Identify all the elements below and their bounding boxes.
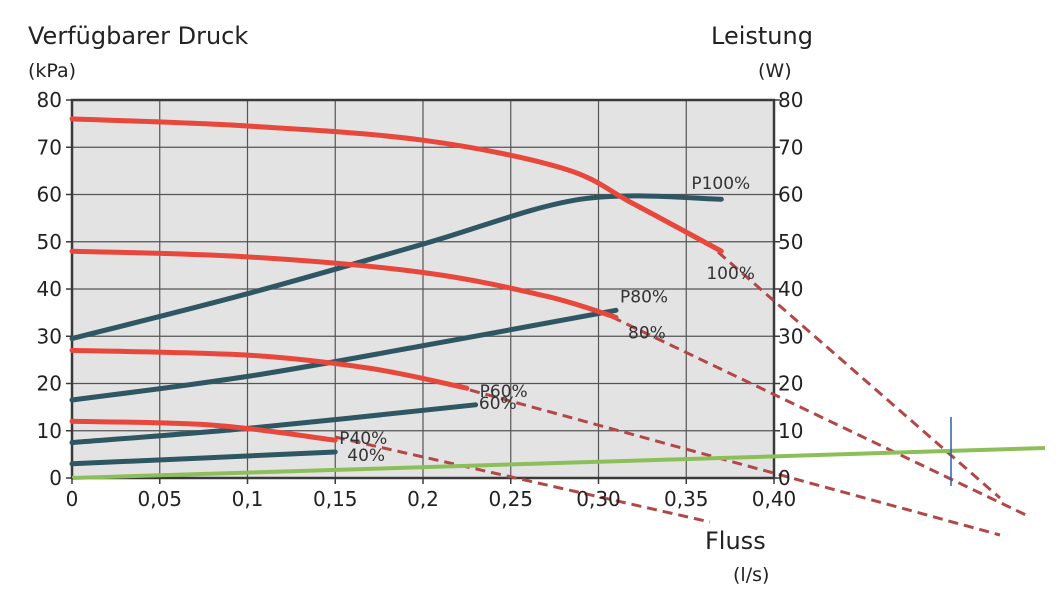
pressure-curve [69, 248, 619, 320]
series-label: P40% [339, 429, 387, 449]
system-curve-line [71, 446, 1046, 480]
y2-tick-label: 20 [778, 372, 803, 396]
series-label: 40% [347, 446, 385, 466]
x-tick-label: 0,2 [407, 487, 439, 511]
y-tick-label: 80 [37, 88, 62, 112]
series-labels: P100% P80% P60% P40% 100% 80% 60% 40% [339, 174, 755, 466]
y-tick-label: 50 [37, 230, 62, 254]
x-axis-title: Fluss [705, 527, 766, 555]
x-tick-label: 0 [66, 487, 79, 511]
curves [69, 116, 724, 467]
y2-tick-label: 50 [778, 230, 803, 254]
dashed-line-100 [717, 250, 1001, 500]
series-label: P80% [620, 287, 668, 307]
dashed-line-40 [334, 435, 711, 524]
y-tick-label: 10 [37, 419, 62, 443]
y2-tick-label: 60 [778, 183, 803, 207]
x-tick-label: 0,15 [313, 487, 358, 511]
pressure-curve [69, 347, 470, 391]
y-axis-unit: (kPa) [28, 60, 76, 82]
x-tick-label: 0,40 [752, 487, 797, 511]
x-axis-unit: (l/s) [733, 564, 769, 586]
y-tick-label: 30 [37, 324, 62, 348]
power-curve [69, 449, 338, 467]
series-label: P60% [480, 382, 528, 402]
x-tick-label: 0,25 [488, 487, 533, 511]
y-tick-label: 70 [37, 135, 62, 159]
pressure-curve [69, 418, 338, 443]
y-tick-label: 20 [37, 372, 62, 396]
y-tick-label: 60 [37, 183, 62, 207]
operating-point-dashed-lines [334, 250, 1027, 537]
series-label: P100% [691, 174, 750, 194]
y-tick-label: 40 [37, 277, 62, 301]
pressure-curve [69, 116, 724, 254]
series-label: 100% [706, 264, 755, 284]
y2-tick-label: 40 [778, 277, 803, 301]
y2-tick-label: 70 [778, 135, 803, 159]
y2-tick-label: 0 [778, 466, 791, 490]
y-tick-label: 0 [49, 466, 62, 490]
series-label: 60% [479, 394, 517, 414]
y-axis-title: Verfügbarer Druck [28, 22, 248, 50]
dashed-line-60 [469, 388, 1001, 537]
power-curve [69, 307, 619, 403]
x-tick-label: 0,30 [576, 487, 621, 511]
y2-axis-unit: (W) [758, 60, 792, 82]
x-tick-label: 0,1 [232, 487, 264, 511]
x-tick-label: 0,35 [664, 487, 709, 511]
dashed-line-80 [611, 315, 1027, 517]
y2-tick-label: 10 [778, 419, 803, 443]
y2-tick-label: 30 [778, 324, 803, 348]
y2-axis-title: Leistung [711, 22, 813, 50]
series-label: 80% [628, 323, 666, 343]
x-tick-label: 0,05 [137, 487, 182, 511]
y2-tick-label: 80 [778, 88, 803, 112]
